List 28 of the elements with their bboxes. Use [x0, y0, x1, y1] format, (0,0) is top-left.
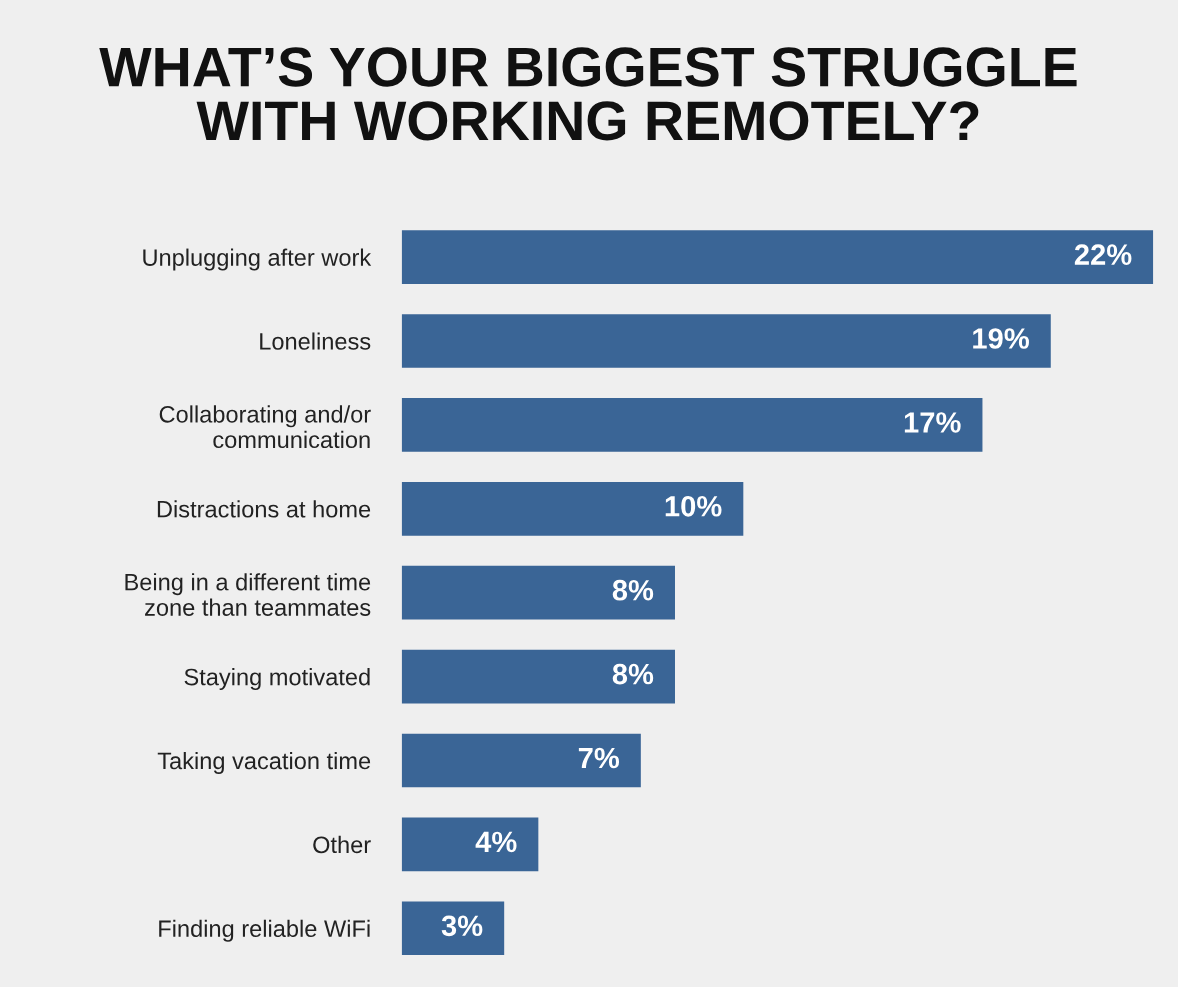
bar: [401, 481, 744, 536]
data-label: 8%: [612, 579, 654, 601]
bar: [401, 565, 675, 620]
data-label: 17%: [904, 412, 961, 433]
chart-title: WHAT’S YOUR BIGGEST STRUGGLE WITH WORKING REMOTELY?: [99, 47, 1077, 141]
bar: [401, 314, 1051, 368]
y-tick-label: Being in a different time zone than teammates: [125, 573, 371, 616]
y-tick-label: Staying motivated: [184, 668, 370, 691]
y-tick-label: Loneliness: [260, 332, 371, 350]
data-label: 22%: [1074, 244, 1132, 265]
y-tick-label: Collaborating and/or communication: [159, 405, 371, 449]
bar: [401, 230, 1154, 284]
data-label: 10%: [665, 495, 722, 517]
bar: [401, 901, 505, 956]
bar: [401, 817, 539, 872]
y-tick-label: Taking vacation time: [157, 751, 371, 774]
y-tick-label: Finding reliable WiFi: [159, 919, 370, 942]
data-label: 8%: [612, 663, 654, 685]
data-label: 7%: [578, 747, 620, 769]
data-label: 3%: [441, 915, 483, 937]
y-tick-label: Unplugging after work: [143, 248, 372, 271]
bar: [401, 649, 675, 704]
data-label: 19%: [973, 328, 1029, 349]
bar: [401, 733, 641, 788]
y-tick-label: Other: [313, 835, 371, 854]
data-label: 4%: [475, 831, 517, 853]
bar: [401, 398, 983, 452]
y-tick-label: Distractions at home: [157, 500, 371, 518]
